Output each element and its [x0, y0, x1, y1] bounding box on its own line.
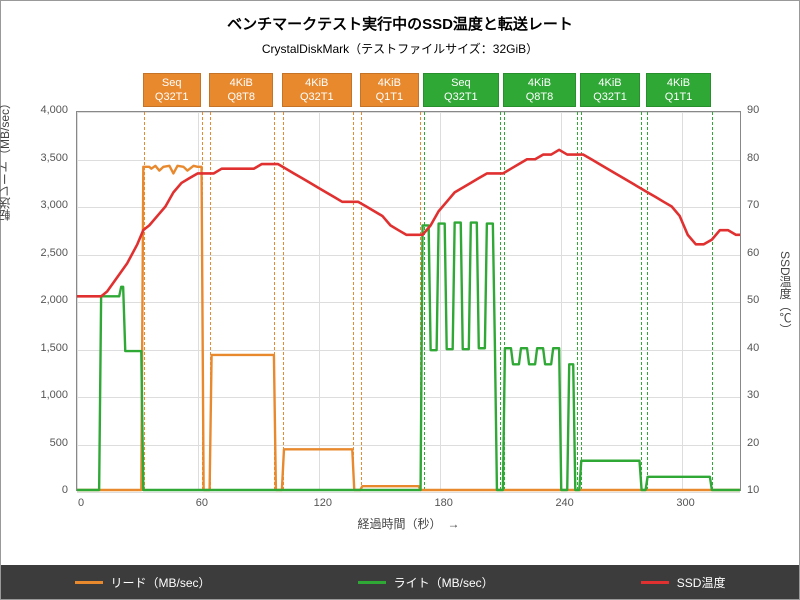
phase-box: SeqQ32T1 — [423, 73, 500, 107]
y-left-tick: 1,000 — [40, 389, 68, 401]
chart-container: ベンチマークテスト実行中のSSD温度と転送レート CrystalDiskMark… — [0, 0, 800, 600]
x-tick: 300 — [671, 497, 701, 509]
legend-item: ライト（MB/sec） — [358, 574, 494, 591]
legend-swatch — [75, 581, 103, 584]
x-tick: 60 — [187, 497, 217, 509]
y-left-tick: 2,500 — [40, 247, 68, 259]
y-right-tick: 70 — [747, 199, 759, 211]
phase-box: 4KiBQ1T1 — [360, 73, 418, 107]
legend-item: SSD温度 — [641, 574, 726, 591]
series-svg — [77, 112, 740, 490]
x-tick: 120 — [308, 497, 338, 509]
y-left-tick: 1,500 — [40, 342, 68, 354]
y-left-tick: 4,000 — [40, 104, 68, 116]
legend-label: ライト（MB/sec） — [394, 574, 494, 591]
y-left-tick: 3,000 — [40, 199, 68, 211]
legend-label: SSD温度 — [677, 574, 726, 591]
y-right-tick: 40 — [747, 342, 759, 354]
x-tick: 180 — [429, 497, 459, 509]
phase-box: 4KiBQ32T1 — [282, 73, 353, 107]
series-line — [77, 223, 740, 490]
y-right-tick: 20 — [747, 437, 759, 449]
phase-box: 4KiBQ1T1 — [646, 73, 710, 107]
y-left-tick: 500 — [50, 437, 68, 449]
phase-box: 4KiBQ32T1 — [580, 73, 640, 107]
x-tick: 0 — [66, 497, 96, 509]
legend-swatch — [641, 581, 669, 584]
chart-title: ベンチマークテスト実行中のSSD温度と転送レート — [1, 1, 799, 34]
chart-subtitle: CrystalDiskMark（テストファイルサイズ：32GiB） — [1, 34, 799, 57]
series-line — [77, 150, 740, 297]
plot-area — [76, 111, 741, 491]
phase-box: SeqQ32T1 — [143, 73, 201, 107]
x-axis-label: 経過時間（秒） → — [76, 515, 741, 532]
y-left-tick: 0 — [62, 484, 68, 496]
y-right-tick: 80 — [747, 152, 759, 164]
phase-box: 4KiBQ8T8 — [209, 73, 273, 107]
legend-swatch — [358, 581, 386, 584]
legend-bar: リード（MB/sec） ライト（MB/sec） SSD温度 — [1, 565, 799, 599]
y-right-tick: 30 — [747, 389, 759, 401]
y-left-tick: 2,000 — [40, 294, 68, 306]
legend-item: リード（MB/sec） — [75, 574, 211, 591]
y-right-axis-label: SSD温度（℃） — [777, 251, 794, 336]
y-right-tick: 60 — [747, 247, 759, 259]
y-right-tick: 90 — [747, 104, 759, 116]
legend-label: リード（MB/sec） — [111, 574, 211, 591]
series-line — [77, 166, 740, 490]
y-left-tick: 3,500 — [40, 152, 68, 164]
y-left-axis-label: 転送レート（MB/sec） — [0, 97, 13, 221]
x-tick: 240 — [550, 497, 580, 509]
phase-box: 4KiBQ8T8 — [503, 73, 576, 107]
y-right-tick: 50 — [747, 294, 759, 306]
y-right-tick: 10 — [747, 484, 759, 496]
